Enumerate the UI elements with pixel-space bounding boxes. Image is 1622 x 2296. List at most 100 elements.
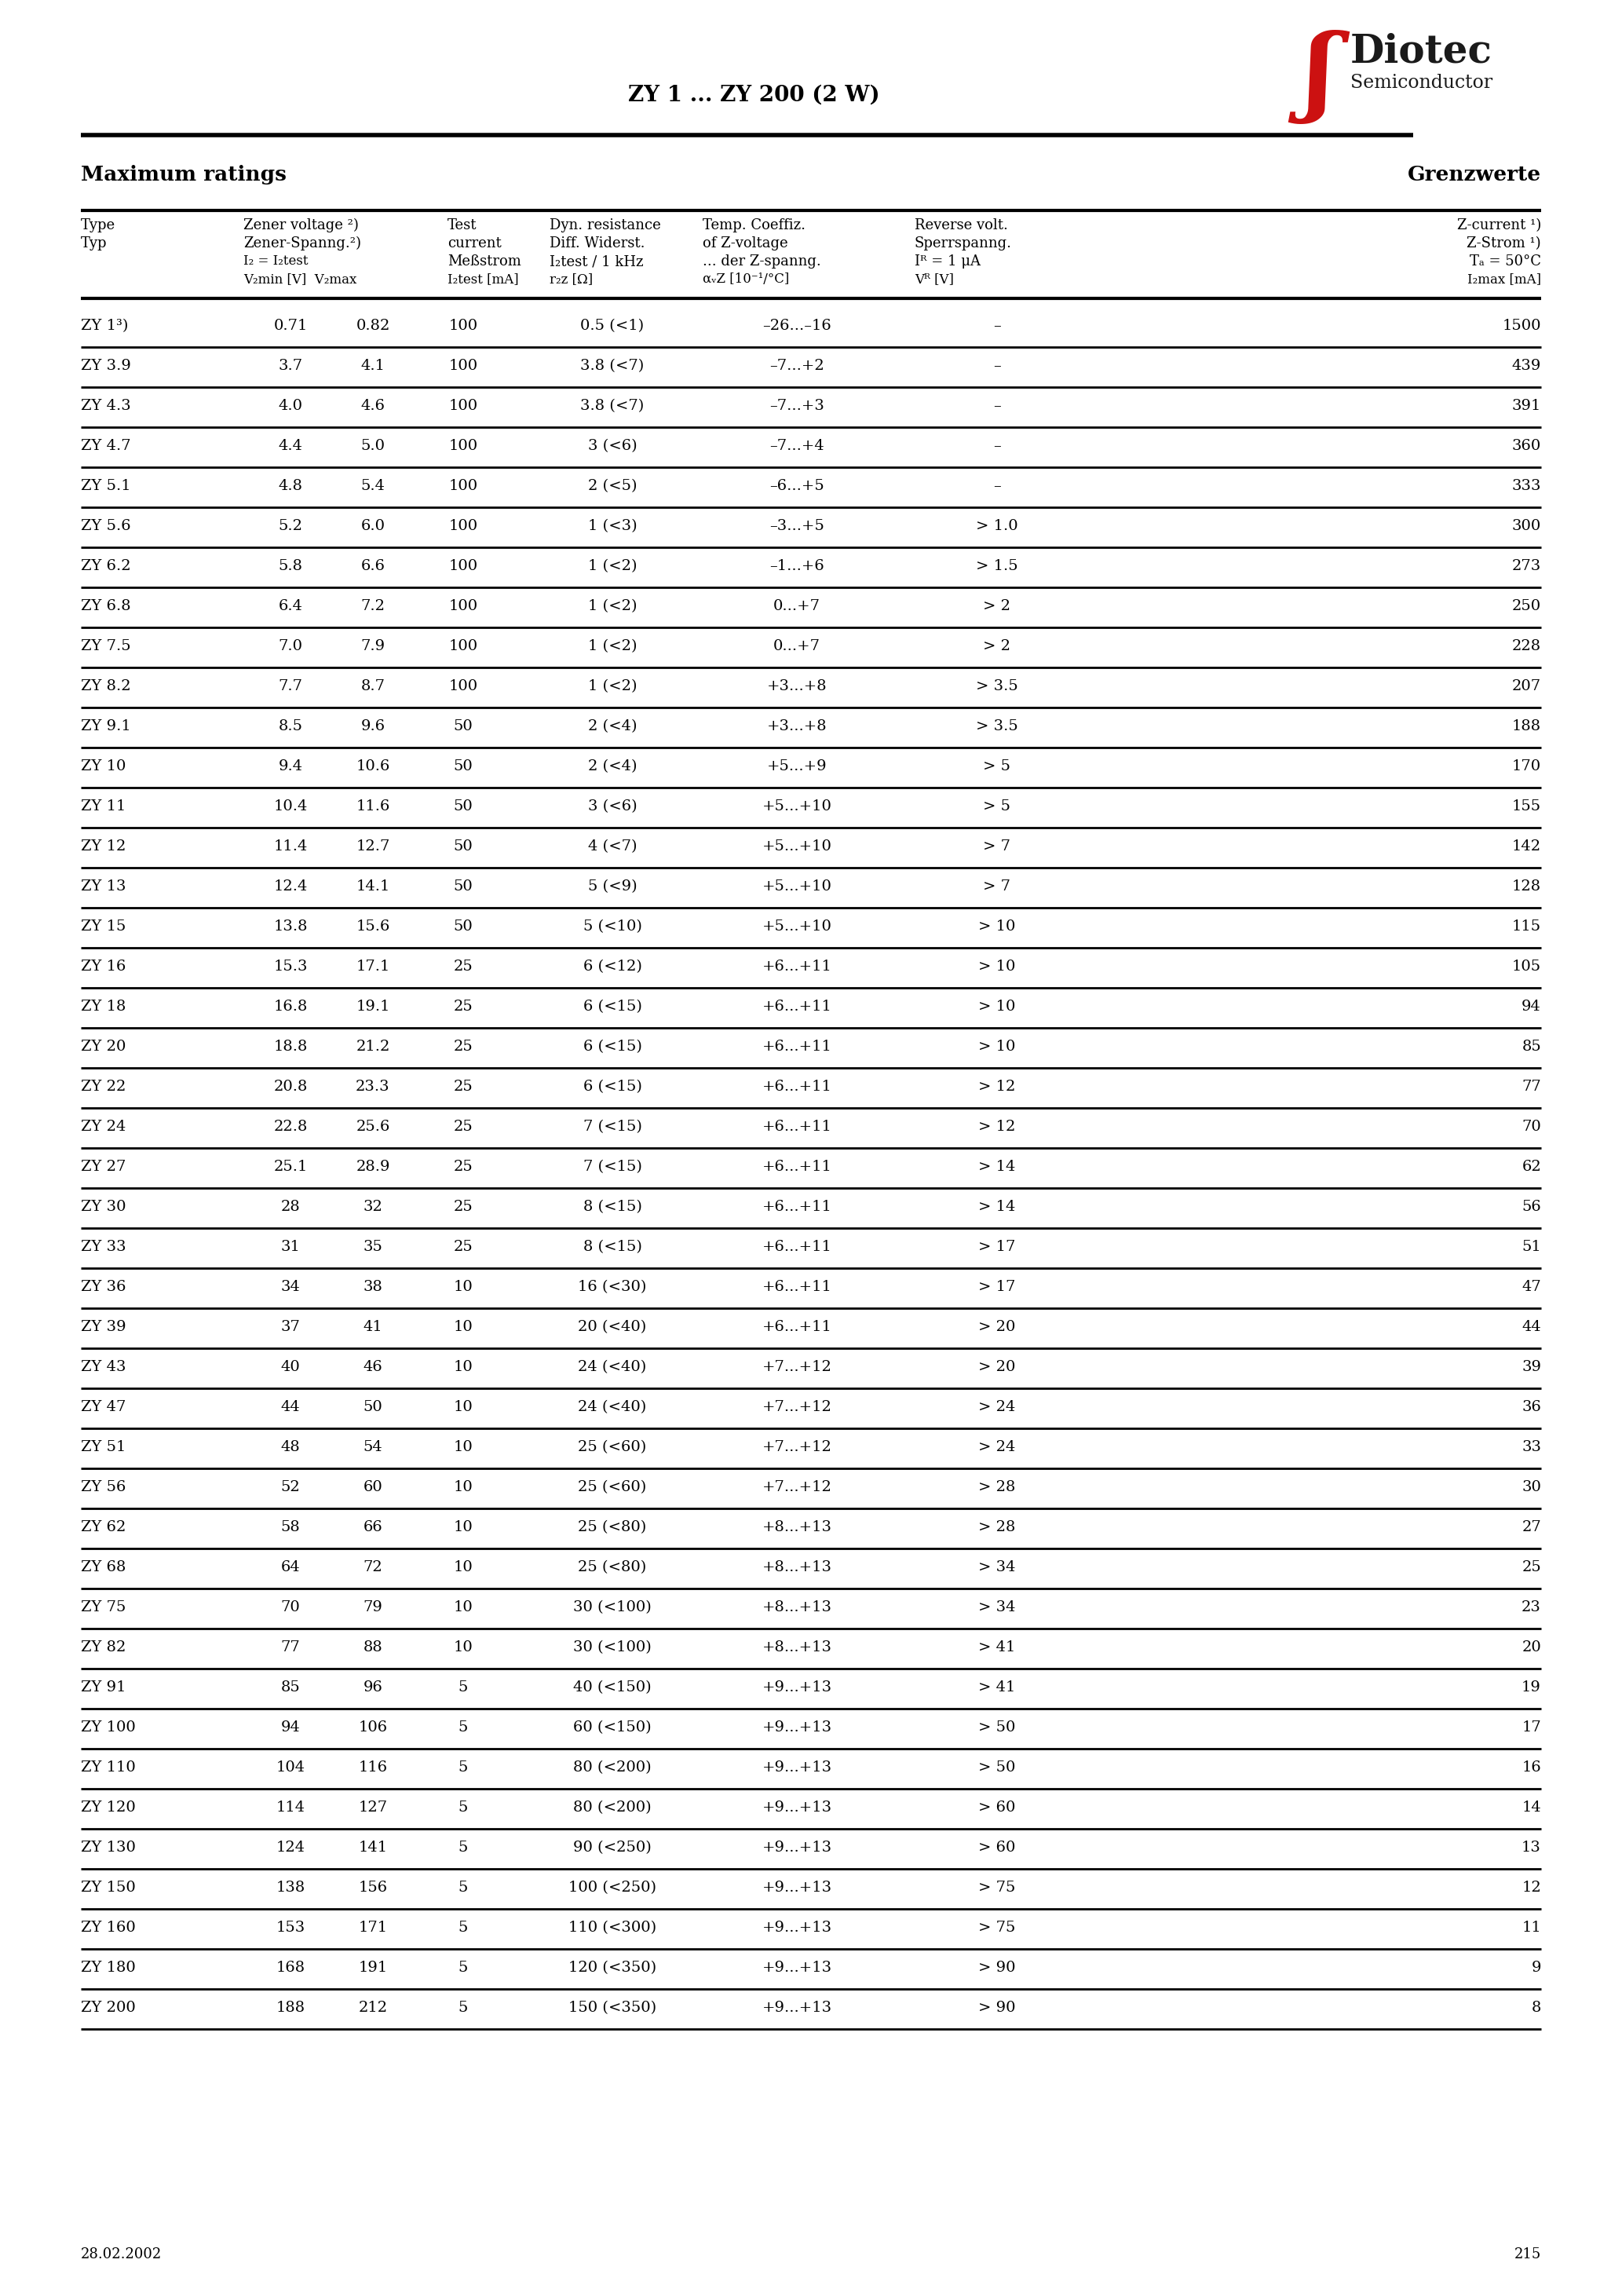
Text: 31: 31 (281, 1240, 300, 1254)
Text: +6...+11: +6...+11 (762, 960, 832, 974)
Text: Zener voltage ²): Zener voltage ²) (243, 218, 358, 232)
Text: 19.1: 19.1 (355, 999, 389, 1015)
Text: ZY 130: ZY 130 (81, 1841, 136, 1855)
Text: 100: 100 (449, 439, 478, 452)
Text: 50: 50 (454, 879, 474, 893)
Text: 116: 116 (358, 1761, 388, 1775)
Text: αᵥZ [10⁻¹/°C]: αᵥZ [10⁻¹/°C] (702, 273, 790, 285)
Text: 6.6: 6.6 (360, 560, 384, 574)
Text: ZY 75: ZY 75 (81, 1600, 127, 1614)
Text: ZY 33: ZY 33 (81, 1240, 127, 1254)
Text: 360: 360 (1512, 439, 1541, 452)
Text: –6...+5: –6...+5 (769, 480, 824, 494)
Text: +5...+10: +5...+10 (762, 918, 832, 934)
Text: > 20: > 20 (978, 1359, 1015, 1373)
Text: ... der Z-spanng.: ... der Z-spanng. (702, 255, 821, 269)
Text: 41: 41 (363, 1320, 383, 1334)
Text: > 17: > 17 (978, 1279, 1015, 1295)
Text: 1500: 1500 (1502, 319, 1541, 333)
Text: r₂z [Ω]: r₂z [Ω] (550, 273, 594, 285)
Text: ZY 200: ZY 200 (81, 2000, 136, 2016)
Text: ZY 10: ZY 10 (81, 760, 127, 774)
Text: ZY 82: ZY 82 (81, 1639, 127, 1655)
Text: 20: 20 (1521, 1639, 1541, 1655)
Text: 5: 5 (459, 2000, 469, 2016)
Text: Test: Test (448, 218, 477, 232)
Text: 16 (<30): 16 (<30) (577, 1279, 647, 1295)
Text: 2 (<5): 2 (<5) (587, 480, 637, 494)
Text: 79: 79 (363, 1600, 383, 1614)
Text: +5...+10: +5...+10 (762, 879, 832, 893)
Text: 273: 273 (1512, 560, 1541, 574)
Text: 28: 28 (281, 1201, 300, 1215)
Text: –7...+4: –7...+4 (769, 439, 824, 452)
Text: 10: 10 (454, 1600, 474, 1614)
Text: 66: 66 (363, 1520, 383, 1534)
Text: 70: 70 (1521, 1120, 1541, 1134)
Text: ZY 43: ZY 43 (81, 1359, 127, 1373)
Text: 4.6: 4.6 (360, 400, 384, 413)
Text: 10: 10 (454, 1561, 474, 1575)
Text: 12: 12 (1521, 1880, 1541, 1894)
Text: –: – (993, 439, 1001, 452)
Text: 120 (<350): 120 (<350) (568, 1961, 657, 1975)
Text: 100: 100 (449, 560, 478, 574)
Text: –: – (993, 480, 1001, 494)
Text: 20.8: 20.8 (274, 1079, 308, 1093)
Text: 24 (<40): 24 (<40) (577, 1359, 647, 1373)
Text: +6...+11: +6...+11 (762, 1201, 832, 1215)
Text: 4.0: 4.0 (279, 400, 303, 413)
Text: 100 (<250): 100 (<250) (568, 1880, 657, 1894)
Text: > 12: > 12 (978, 1079, 1015, 1093)
Text: 36: 36 (1521, 1401, 1541, 1414)
Text: ZY 9.1: ZY 9.1 (81, 719, 131, 732)
Text: 58: 58 (281, 1520, 300, 1534)
Text: 7.9: 7.9 (360, 638, 384, 654)
Text: Typ: Typ (81, 236, 107, 250)
Text: 300: 300 (1512, 519, 1541, 533)
Text: ZY 15: ZY 15 (81, 918, 127, 934)
Text: 156: 156 (358, 1880, 388, 1894)
Text: Temp. Coeffiz.: Temp. Coeffiz. (702, 218, 806, 232)
Text: 439: 439 (1512, 358, 1541, 372)
Text: +9...+13: +9...+13 (762, 1720, 832, 1733)
Text: 80 (<200): 80 (<200) (573, 1800, 652, 1814)
Text: 62: 62 (1521, 1159, 1541, 1173)
Text: 124: 124 (276, 1841, 305, 1855)
Text: 25: 25 (454, 960, 474, 974)
Text: +9...+13: +9...+13 (762, 1961, 832, 1975)
Text: ZY 150: ZY 150 (81, 1880, 136, 1894)
Text: > 50: > 50 (978, 1720, 1015, 1733)
Text: –1...+6: –1...+6 (769, 560, 824, 574)
Text: 7.7: 7.7 (279, 680, 303, 693)
Text: 0.5 (<1): 0.5 (<1) (581, 319, 644, 333)
Text: 105: 105 (1512, 960, 1541, 974)
Text: 106: 106 (358, 1720, 388, 1733)
Text: 9.6: 9.6 (360, 719, 384, 732)
Text: ZY 62: ZY 62 (81, 1520, 127, 1534)
Text: ZY 51: ZY 51 (81, 1440, 127, 1453)
Text: 11.4: 11.4 (274, 840, 308, 854)
Text: 4.1: 4.1 (360, 358, 384, 372)
Text: > 41: > 41 (978, 1681, 1015, 1694)
Text: 128: 128 (1512, 879, 1541, 893)
Text: +8...+13: +8...+13 (762, 1639, 832, 1655)
Text: ZY 180: ZY 180 (81, 1961, 136, 1975)
Text: 10: 10 (454, 1320, 474, 1334)
Text: ZY 20: ZY 20 (81, 1040, 127, 1054)
Text: +6...+11: +6...+11 (762, 1240, 832, 1254)
Text: Sperrspanng.: Sperrspanng. (915, 236, 1012, 250)
Text: 85: 85 (1521, 1040, 1541, 1054)
Text: Diotec: Diotec (1351, 32, 1492, 71)
Text: 115: 115 (1512, 918, 1541, 934)
Text: 5.2: 5.2 (279, 519, 303, 533)
Text: +6...+11: +6...+11 (762, 1040, 832, 1054)
Text: 168: 168 (276, 1961, 305, 1975)
Text: ZY 160: ZY 160 (81, 1922, 136, 1936)
Text: I₂max [mA]: I₂max [mA] (1468, 273, 1541, 285)
Text: 9.4: 9.4 (279, 760, 303, 774)
Text: 3.8 (<7): 3.8 (<7) (581, 358, 644, 372)
Text: 100: 100 (449, 638, 478, 654)
Text: 153: 153 (276, 1922, 305, 1936)
Text: 25: 25 (454, 1201, 474, 1215)
